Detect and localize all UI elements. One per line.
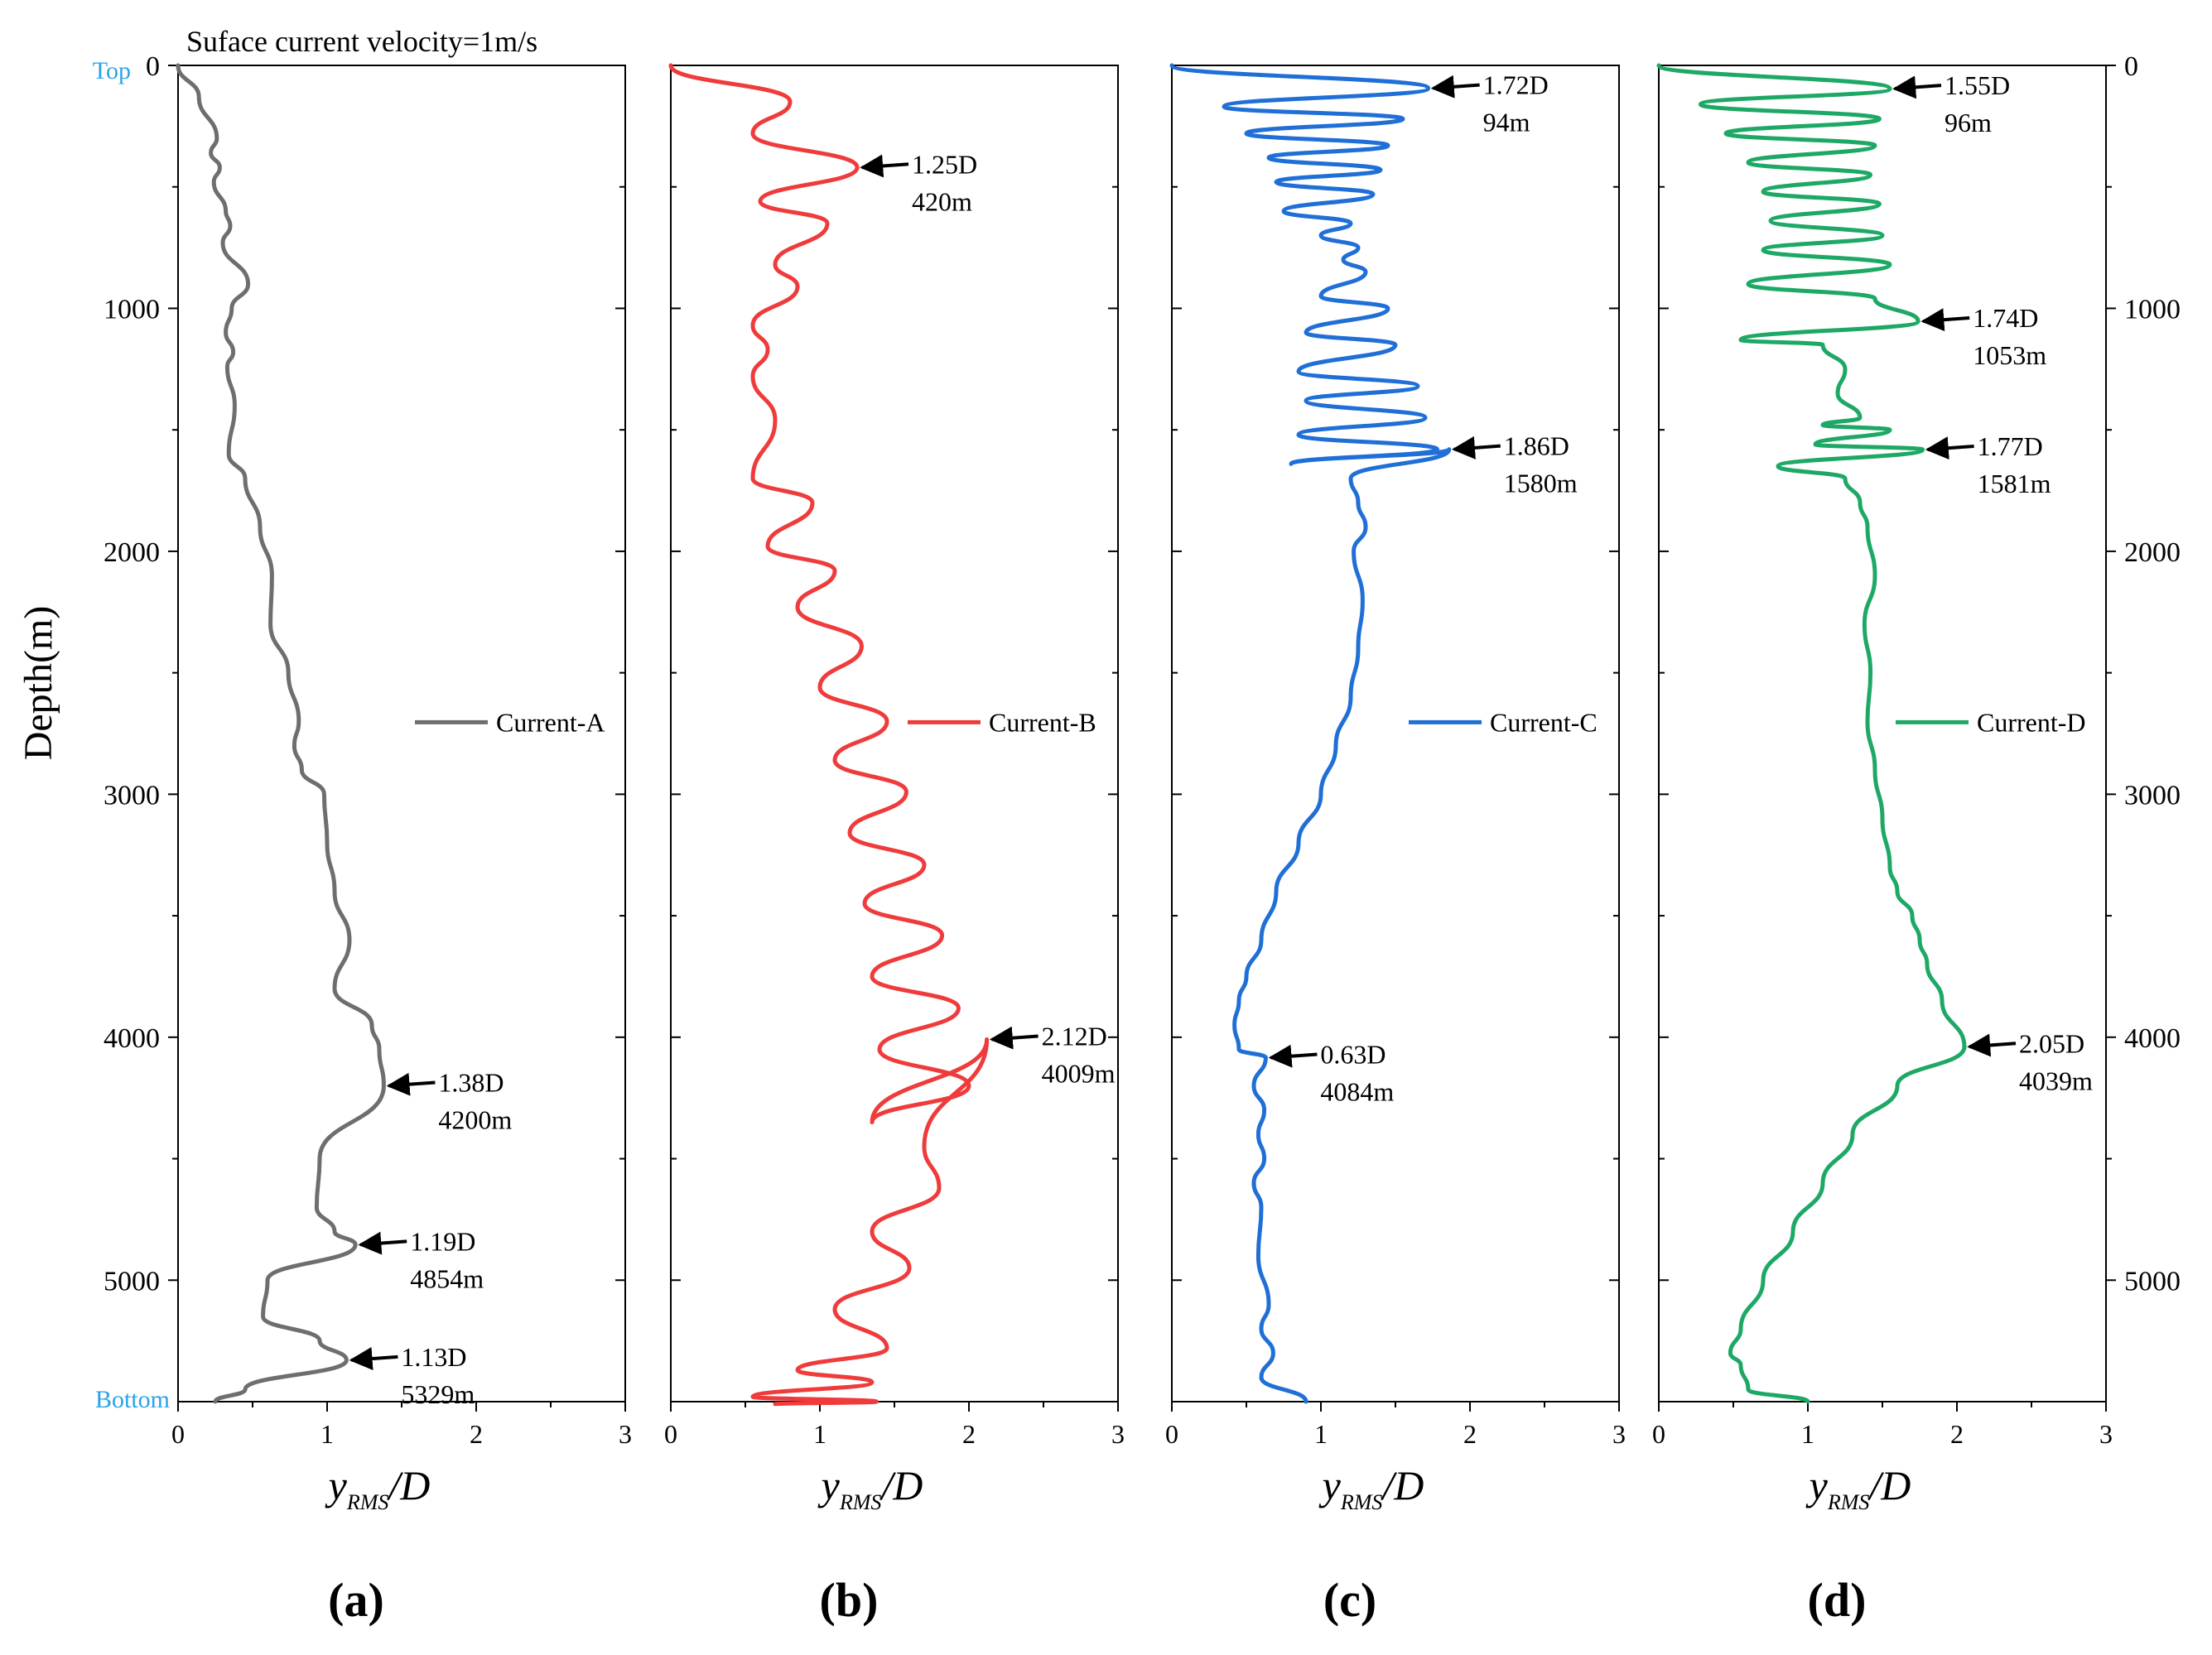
y-tick-label-right: 0 [2124,51,2138,82]
x-tick-label: 3 [1111,1419,1125,1449]
annotation-depth: 4084m [1320,1076,1394,1106]
annotation-arrow [358,1231,407,1255]
annotation-arrow [1920,308,1970,332]
y-tick-label: 2000 [104,537,160,568]
panel-c: 0 1 2 3 Current-C 1.72D 94m 1.86D 1580m 0.63D 4084… [1165,63,1626,1627]
annotation-depth: 1580m [1504,469,1578,498]
x-tick-label: 0 [664,1419,677,1449]
legend-label: Current-C [1490,707,1598,737]
series-line-current-c [1169,63,1452,1404]
annotation-value: 1.38D [438,1068,504,1098]
annotation-value: 1.86D [1504,431,1569,461]
annotation-arrow [1452,435,1501,459]
panel-label: (a) [328,1573,384,1627]
panel-d: 0 1 2 3 0 1000 2000 3000 4000 5000 Current-D 1.55D 9… [1652,51,2181,1627]
annotation-depth: 1581m [1978,469,2051,498]
legend-label: Current-B [989,707,1096,737]
x-axis-label: yRMS/D [325,1462,431,1514]
panel-label: (d) [1808,1573,1867,1627]
annotation-arrow [349,1347,398,1370]
annotation-value: 1.25D [912,149,977,179]
y-axis-label: Depth(m) [17,606,60,761]
series-line-current-d [1656,63,1967,1404]
x-tick-label: 3 [619,1419,632,1449]
annotation-arrow [860,154,909,178]
panel-a: 0 1 2 3 0 1000 2000 3000 4000 5000 Current-A 1.38D 4… [104,51,632,1627]
annotation-arrow [1430,75,1480,99]
figure-title: Suface current velocity=1m/s [186,25,537,58]
annotation-arrow [1967,1033,2017,1057]
annotation-value: 1.19D [410,1226,475,1256]
x-tick-label: 1 [1801,1419,1814,1449]
x-tick-label: 2 [1950,1419,1964,1449]
legend-label: Current-D [1977,707,2086,737]
annotation-depth: 96m [1945,108,1992,137]
x-axis-label: yRMS/D [1805,1462,1911,1514]
annotation-arrow [1892,75,1942,99]
annotation-value: 1.77D [1978,431,2043,461]
x-tick-label: 2 [1463,1419,1477,1449]
x-tick-label: 0 [171,1419,185,1449]
panel-label: (b) [820,1573,879,1627]
annotation-depth: 4200m [438,1105,512,1135]
series-line-current-b [668,63,990,1407]
annotation-arrow [989,1026,1039,1050]
annotation-depth: 4039m [2019,1066,2093,1095]
x-tick-label: 0 [1652,1419,1665,1449]
x-tick-label: 1 [320,1419,334,1449]
annotation-value: 0.63D [1320,1039,1386,1069]
y-tick-label-right: 3000 [2124,780,2181,811]
bottom-label: Bottom [95,1386,170,1413]
y-tick-label: 4000 [104,1023,160,1054]
x-tick-label: 2 [962,1419,976,1449]
annotation-depth: 5329m [401,1379,475,1409]
y-tick-label-right: 1000 [2124,294,2181,325]
annotation-arrow [386,1072,436,1096]
y-tick-label: 0 [146,51,160,82]
y-tick-label-right: 4000 [2124,1023,2181,1054]
annotation-arrow [1925,436,1974,460]
annotation-value: 1.74D [1973,303,2038,333]
top-label: Top [93,57,131,84]
x-tick-label: 3 [2099,1419,2113,1449]
series-line-current-a [176,63,386,1404]
annotation-arrow [1268,1044,1318,1068]
x-tick-label: 1 [1314,1419,1328,1449]
annotation-depth: 1053m [1973,340,2046,370]
y-tick-label-right: 2000 [2124,537,2181,568]
y-tick-label: 5000 [104,1266,160,1297]
annotation-value: 1.55D [1945,70,2010,100]
x-tick-label: 0 [1165,1419,1178,1449]
annotation-depth: 420m [912,186,972,216]
annotation-depth: 94m [1483,108,1530,137]
x-tick-label: 2 [470,1419,483,1449]
y-tick-label: 1000 [104,294,160,325]
annotation-value: 1.13D [401,1342,466,1372]
annotation-depth: 4009m [1042,1058,1116,1088]
annotation-value: 1.72D [1483,70,1549,100]
x-axis-label: yRMS/D [817,1462,923,1514]
legend-label: Current-A [496,707,605,737]
y-tick-label-right: 5000 [2124,1266,2181,1297]
annotation-value: 2.05D [2019,1028,2084,1058]
x-tick-label: 1 [813,1419,826,1449]
panel-b: 0 1 2 3 Current-B 1.25D 420m 2.12D 4009m yRMS/D (b… [664,63,1125,1627]
y-tick-label: 3000 [104,780,160,811]
x-tick-label: 3 [1612,1419,1626,1449]
x-axis-label: yRMS/D [1318,1462,1424,1514]
annotation-depth: 4854m [410,1263,484,1293]
panel-label: (c) [1323,1573,1376,1627]
annotation-value: 2.12D [1042,1021,1107,1051]
